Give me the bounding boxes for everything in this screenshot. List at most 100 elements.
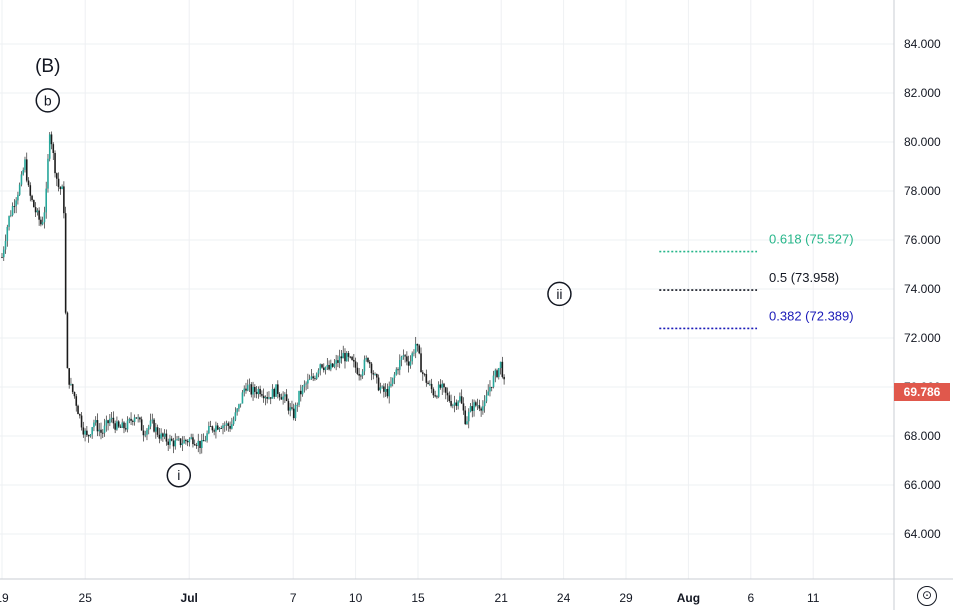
candle-body bbox=[139, 417, 141, 420]
candle-body bbox=[192, 437, 194, 445]
candle-body bbox=[383, 386, 385, 392]
x-tick-label: 21 bbox=[495, 591, 509, 605]
candle-body bbox=[56, 173, 58, 179]
candle-body bbox=[34, 207, 37, 213]
candle-body bbox=[255, 391, 258, 395]
candle-body bbox=[101, 432, 104, 434]
candle-body bbox=[324, 367, 327, 371]
candle-body bbox=[227, 423, 230, 426]
candle-body bbox=[485, 395, 488, 402]
candle-body bbox=[273, 388, 276, 397]
candle-body bbox=[116, 421, 118, 430]
candle-body bbox=[59, 187, 62, 190]
candle-body bbox=[200, 440, 203, 448]
candle-body bbox=[460, 396, 463, 404]
candle-body bbox=[467, 411, 470, 422]
candle-body bbox=[494, 370, 497, 376]
candle-body bbox=[121, 422, 124, 428]
candle-body bbox=[381, 386, 383, 388]
x-tick-label: 6 bbox=[747, 591, 754, 605]
candle-body bbox=[312, 376, 314, 379]
candle-body bbox=[183, 439, 185, 444]
candle-body bbox=[1, 257, 3, 258]
candle-body bbox=[330, 363, 332, 370]
candle-body bbox=[317, 370, 320, 374]
candle-body bbox=[499, 361, 502, 369]
candle-body bbox=[475, 402, 477, 406]
candle-body bbox=[277, 384, 279, 394]
candle-body bbox=[305, 383, 307, 385]
candle-body bbox=[446, 392, 449, 396]
candle-body bbox=[384, 388, 387, 392]
candle-body bbox=[358, 373, 360, 376]
x-tick-label: Jul bbox=[181, 591, 198, 605]
candle-body bbox=[271, 388, 274, 399]
candle-body bbox=[163, 433, 166, 437]
wave-label: i bbox=[177, 467, 180, 483]
candle-body bbox=[153, 419, 155, 432]
y-tick-label: 64.000 bbox=[904, 527, 941, 541]
candle-body bbox=[193, 444, 196, 446]
candle-body bbox=[243, 388, 246, 393]
settings-icon[interactable]: ⊙ bbox=[917, 586, 937, 606]
x-tick-label: 11 bbox=[807, 591, 820, 605]
candle-body bbox=[82, 427, 85, 435]
candle-body bbox=[87, 435, 90, 437]
candle-body bbox=[439, 384, 442, 388]
candle-body bbox=[225, 423, 228, 426]
candle-body bbox=[292, 408, 295, 419]
candle-body bbox=[123, 422, 125, 429]
candle-body bbox=[386, 388, 389, 397]
candle-body bbox=[321, 364, 323, 368]
candle-body bbox=[298, 390, 300, 405]
candle-body bbox=[18, 184, 21, 195]
candle-body bbox=[13, 206, 16, 207]
candle-body bbox=[473, 402, 475, 411]
candle-body bbox=[215, 425, 217, 432]
candle-body bbox=[462, 403, 465, 411]
fib-label-0.5: 0.5 (73.958) bbox=[769, 270, 839, 285]
candle-body bbox=[91, 427, 93, 435]
candle-body bbox=[109, 418, 111, 424]
candle-body bbox=[57, 178, 60, 188]
candle-body bbox=[47, 158, 49, 189]
candle-body bbox=[363, 359, 366, 372]
candle-body bbox=[174, 440, 177, 447]
candle-body bbox=[236, 408, 238, 413]
candle-body bbox=[206, 433, 208, 441]
y-tick-label: 82.000 bbox=[904, 86, 941, 100]
candle-body bbox=[31, 195, 33, 201]
candle-body bbox=[245, 388, 247, 391]
candle-body bbox=[432, 389, 435, 396]
candle-body bbox=[377, 377, 380, 391]
candle-body bbox=[425, 374, 428, 383]
candle-body bbox=[441, 383, 444, 388]
candle-body bbox=[66, 312, 69, 369]
candle-body bbox=[423, 373, 426, 375]
candle-body bbox=[322, 367, 325, 371]
candle-body bbox=[448, 395, 451, 402]
candle-body bbox=[170, 438, 173, 441]
candle-body bbox=[36, 210, 39, 213]
candle-body bbox=[459, 396, 461, 402]
y-tick-label: 68.000 bbox=[904, 429, 941, 443]
candle-body bbox=[303, 384, 306, 387]
candle-body bbox=[370, 363, 373, 374]
fib-label-0.382: 0.382 (72.389) bbox=[769, 308, 854, 323]
candle-body bbox=[264, 397, 267, 399]
candle-body bbox=[38, 210, 40, 220]
fibonacci-levels[interactable]: 0.618 (75.527) 0.5 (73.958) 0.382 (72.389) bbox=[659, 232, 854, 330]
candle-body bbox=[347, 353, 350, 357]
candle-body bbox=[133, 417, 136, 422]
candle-body bbox=[437, 384, 440, 397]
candle-body bbox=[376, 373, 378, 378]
x-tick-label: 29 bbox=[619, 591, 633, 605]
y-tick-label: 66.000 bbox=[904, 478, 941, 492]
candle-body bbox=[223, 425, 226, 427]
candle-body bbox=[15, 200, 17, 207]
candle-body bbox=[98, 429, 101, 432]
candle-body bbox=[149, 420, 152, 427]
